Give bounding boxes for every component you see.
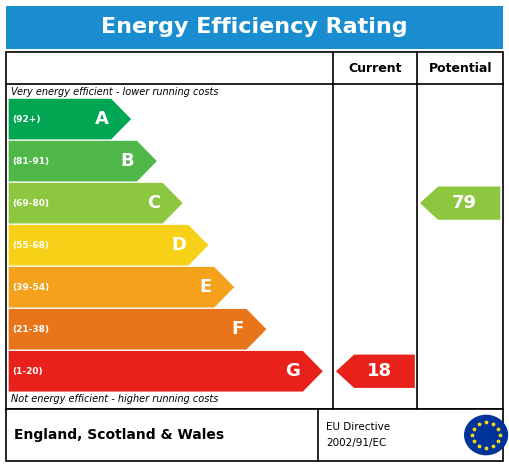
Polygon shape [9, 141, 157, 181]
Text: E: E [200, 278, 212, 296]
Polygon shape [9, 351, 323, 391]
Text: B: B [121, 152, 134, 170]
Polygon shape [9, 309, 266, 349]
Text: Current: Current [349, 62, 402, 75]
Text: D: D [171, 236, 186, 254]
Text: (21-38): (21-38) [13, 325, 50, 334]
Text: (69-80): (69-80) [13, 198, 50, 208]
Text: F: F [232, 320, 244, 338]
Text: 18: 18 [367, 362, 392, 380]
Text: 2002/91/EC: 2002/91/EC [326, 439, 386, 448]
Polygon shape [9, 183, 183, 224]
Polygon shape [9, 225, 208, 265]
Text: Potential: Potential [429, 62, 492, 75]
Text: EU Directive: EU Directive [326, 422, 390, 432]
Polygon shape [420, 186, 500, 220]
Text: (92+): (92+) [13, 114, 41, 124]
Text: Not energy efficient - higher running costs: Not energy efficient - higher running co… [11, 394, 218, 404]
Text: (1-20): (1-20) [13, 367, 43, 376]
Text: Very energy efficient - lower running costs: Very energy efficient - lower running co… [11, 87, 219, 98]
Text: Energy Efficiency Rating: Energy Efficiency Rating [101, 17, 408, 37]
Text: England, Scotland & Wales: England, Scotland & Wales [14, 428, 224, 442]
Text: 79: 79 [451, 194, 477, 212]
Text: A: A [95, 110, 108, 128]
Text: (39-54): (39-54) [13, 283, 50, 292]
Circle shape [465, 416, 507, 455]
Text: C: C [147, 194, 160, 212]
Bar [6, 52, 503, 409]
Polygon shape [9, 267, 234, 307]
Bar [6, 409, 503, 461]
Polygon shape [9, 99, 131, 139]
Text: (55-68): (55-68) [13, 241, 50, 250]
Bar [6, 6, 503, 49]
Text: (81-91): (81-91) [13, 156, 50, 166]
Text: G: G [286, 362, 300, 380]
Polygon shape [336, 354, 415, 388]
